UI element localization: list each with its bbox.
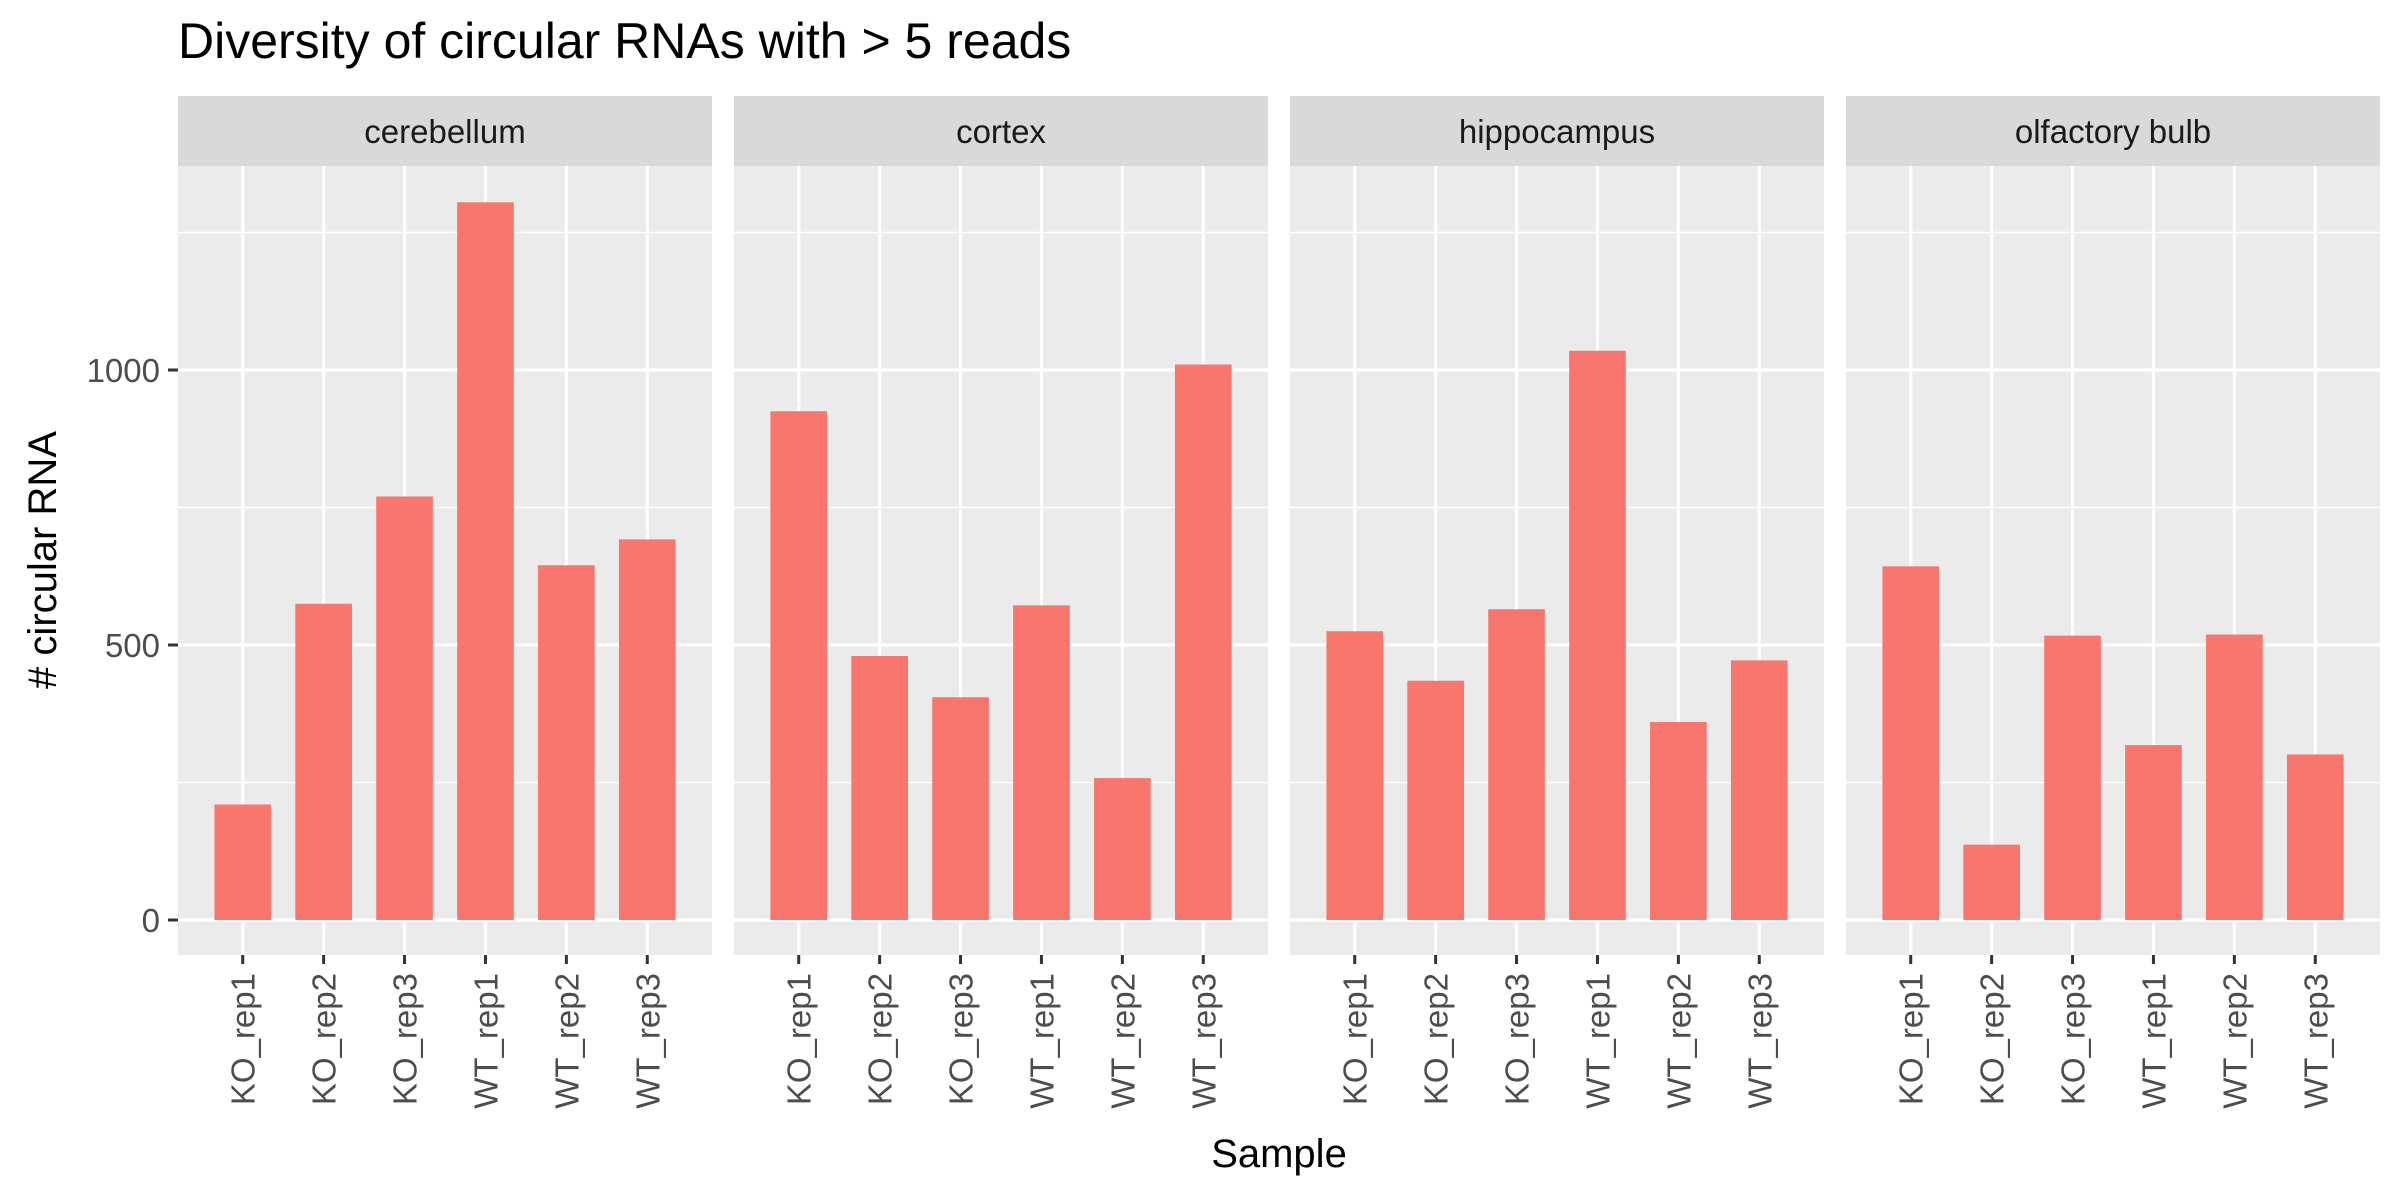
facet-strip — [734, 96, 1268, 166]
x-tick-label: KO_rep3 — [1499, 973, 1536, 1105]
x-tick-label: WT_rep1 — [467, 973, 504, 1109]
bar-KO_rep2 — [1407, 680, 1464, 920]
facet-strip — [178, 96, 712, 166]
x-tick-label: KO_rep2 — [862, 973, 899, 1105]
bar-KO_rep1 — [214, 804, 272, 920]
bar-WT_rep2 — [538, 565, 595, 920]
x-axis-title: Sample — [1211, 1132, 1347, 1176]
x-tick-label: KO_rep2 — [1418, 973, 1455, 1105]
bar-KO_rep1 — [1882, 566, 1940, 920]
x-tick-label: WT_rep1 — [1579, 973, 1616, 1109]
x-tick-label: WT_rep1 — [2135, 973, 2172, 1109]
x-tick-label: WT_rep2 — [1660, 973, 1697, 1109]
bar-WT_rep1 — [1569, 350, 1626, 920]
bar-WT_rep2 — [1094, 778, 1151, 920]
x-tick-label: WT_rep3 — [2297, 973, 2334, 1109]
bar-WT_rep1 — [1013, 605, 1070, 920]
facet-olfactory-bulb: olfactory bulb KO_rep1 KO_rep2 KO_rep3 WT_re… — [1846, 96, 2380, 1109]
bar-KO_rep3 — [1488, 609, 1545, 920]
bar-KO_rep2 — [1963, 844, 2020, 920]
x-tick-label: WT_rep2 — [1104, 973, 1141, 1109]
bar-WT_rep3 — [2286, 754, 2344, 920]
chart-title: Diversity of circular RNAs with > 5 read… — [178, 13, 1071, 69]
facet-panels: cerebellum KO_rep1 KO_rep2 KO_rep3 WT_rep1 WT… — [178, 96, 2380, 1109]
x-tick-label: KO_rep3 — [387, 973, 424, 1105]
x-tick-label: KO_rep1 — [1337, 973, 1374, 1105]
x-tick-label: KO_rep2 — [306, 973, 343, 1105]
y-tick-label: 1000 — [87, 352, 160, 389]
x-tick-label: KO_rep2 — [1974, 973, 2011, 1105]
x-tick-label: WT_rep3 — [1185, 973, 1222, 1109]
x-tick-label: WT_rep3 — [1741, 973, 1778, 1109]
bar-KO_rep3 — [932, 697, 989, 920]
bar-WT_rep2 — [1650, 722, 1707, 920]
bar-KO_rep1 — [770, 411, 828, 920]
facet-strip-label: cerebellum — [364, 113, 525, 150]
bar-WT_rep1 — [457, 202, 514, 920]
y-tick-label: 0 — [142, 902, 160, 939]
facet-strip-label: hippocampus — [1459, 113, 1655, 150]
facet-strip — [1846, 96, 2380, 166]
x-tick-label: KO_rep1 — [225, 973, 262, 1105]
facet-cortex: cortex KO_rep1 KO_rep2 KO_rep3 WT_rep1 WT_rep… — [734, 96, 1268, 1109]
bar-KO_rep3 — [2044, 635, 2101, 920]
bar-KO_rep3 — [376, 496, 433, 920]
bar-KO_rep2 — [295, 603, 352, 920]
x-tick-label: KO_rep1 — [1893, 973, 1930, 1105]
y-axis: 0 500 1000 — [87, 352, 178, 939]
bar-WT_rep2 — [2206, 634, 2263, 920]
bar-WT_rep3 — [1174, 364, 1232, 920]
y-tick-label: 500 — [105, 627, 160, 664]
x-tick-label: KO_rep3 — [943, 973, 980, 1105]
facet-cerebellum: cerebellum KO_rep1 KO_rep2 KO_rep3 WT_rep1 WT… — [178, 96, 712, 1109]
x-tick-label: WT_rep2 — [2216, 973, 2253, 1109]
y-axis-title: # circular RNA — [21, 431, 65, 689]
x-tick-label: KO_rep1 — [781, 973, 818, 1105]
bar-WT_rep3 — [618, 539, 676, 920]
bar-WT_rep3 — [1730, 660, 1788, 920]
x-tick-label: WT_rep2 — [548, 973, 585, 1109]
facet-strip — [1290, 96, 1824, 166]
x-tick-label: KO_rep3 — [2055, 973, 2092, 1105]
facet-hippocampus: hippocampus KO_rep1 KO_rep2 KO_rep3 WT_rep1 W… — [1290, 96, 1824, 1109]
x-tick-label: WT_rep1 — [1023, 973, 1060, 1109]
facet-strip-label: olfactory bulb — [2015, 113, 2211, 150]
bar-WT_rep1 — [2125, 745, 2182, 920]
x-tick-label: WT_rep3 — [629, 973, 666, 1109]
bar-KO_rep2 — [851, 656, 908, 920]
bar-KO_rep1 — [1326, 631, 1384, 920]
facet-strip-label: cortex — [956, 113, 1046, 150]
